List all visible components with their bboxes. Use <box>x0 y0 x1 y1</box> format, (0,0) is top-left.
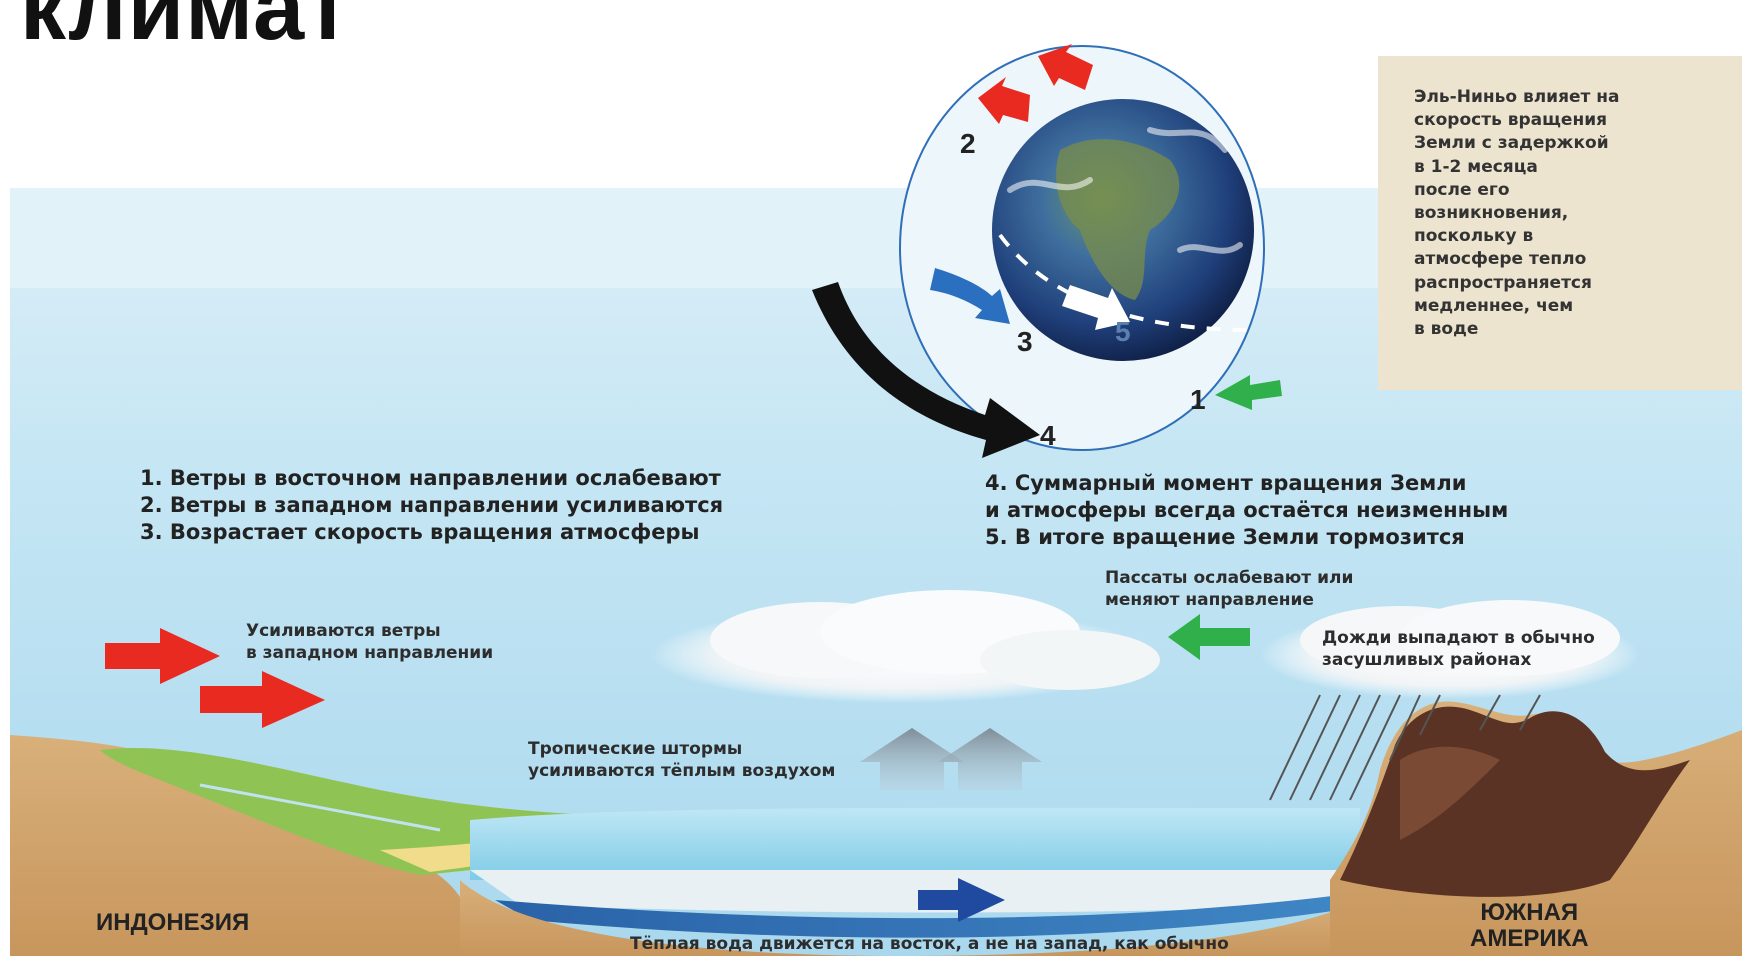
legend-item-2: 2. Ветры в западном направлении усиливаю… <box>140 493 724 517</box>
white-arrow <box>1062 285 1130 330</box>
legend-item-4-cont: и атмосферы всегда остаётся неизменным <box>985 498 1509 522</box>
legend-item-1: 1. Ветры в восточном направлении ослабев… <box>140 466 721 490</box>
rains-label: Дожди выпадают в обычно засушливых район… <box>1322 628 1595 670</box>
legend-left: 1. Ветры в восточном направлении ослабев… <box>140 465 723 546</box>
sidenote-box: Эль-Ниньо влияет на скорость вращения Зе… <box>1378 56 1742 390</box>
earth-clouds <box>1007 127 1243 254</box>
south-america-label: ЮЖНАЯ АМЕРИКА <box>1470 899 1589 952</box>
green-arrow <box>1215 375 1282 410</box>
trade-winds-label: Пассаты ослабевают или меняют направлени… <box>1105 568 1354 610</box>
page-title: климат <box>20 0 352 59</box>
rain <box>1269 694 1541 801</box>
mountain-shade <box>1400 746 1500 840</box>
storms-label: Тропические штормы усиливаются тёплым во… <box>528 739 836 781</box>
warm-current-arrow <box>918 878 1005 922</box>
west-wind-arrow-2 <box>200 671 325 728</box>
right-cloud <box>1260 600 1640 699</box>
river <box>199 783 441 832</box>
red-arrow-lower <box>978 77 1030 124</box>
marker-4: 4 <box>1040 420 1056 451</box>
warm-layer <box>470 870 1340 913</box>
indonesia-label: ИНДОНЕЗИЯ <box>96 909 250 936</box>
marker-2: 2 <box>960 128 976 159</box>
sea-floor <box>460 880 900 956</box>
marker-5: 5 <box>1115 316 1131 347</box>
center-cloud <box>650 590 1160 703</box>
marker-3: 3 <box>1017 326 1033 357</box>
marker-1: 1 <box>1190 384 1206 415</box>
ocean-surface <box>470 807 1360 880</box>
west-winds-label: Усиливаются ветры в западном направлении <box>246 621 494 663</box>
deep-water <box>495 895 1340 938</box>
legend-item-3: 3. Возрастает скорость вращения атмосфер… <box>140 520 700 544</box>
black-arrow <box>812 282 1040 458</box>
updraft-arrow-right <box>938 728 1042 790</box>
red-arrow-upper <box>1038 44 1093 90</box>
west-wind-arrow-1 <box>105 628 220 684</box>
sidenote-text: Эль-Ниньо влияет на скорость вращения Зе… <box>1414 87 1620 340</box>
blue-arrow <box>930 268 1010 324</box>
warm-water-label: Тёплая вода движется на восток, а не на … <box>630 934 1229 954</box>
legend-item-5: 5. В итоге вращение Земли тормозится <box>985 525 1465 549</box>
legend-item-4: 4. Суммарный момент вращения Земли <box>985 471 1467 495</box>
legend-right: 4. Суммарный момент вращения Земли и атм… <box>985 470 1508 551</box>
trade-wind-arrow <box>1168 614 1250 660</box>
updraft-arrow-left <box>860 728 964 790</box>
indonesia-land <box>10 735 480 956</box>
